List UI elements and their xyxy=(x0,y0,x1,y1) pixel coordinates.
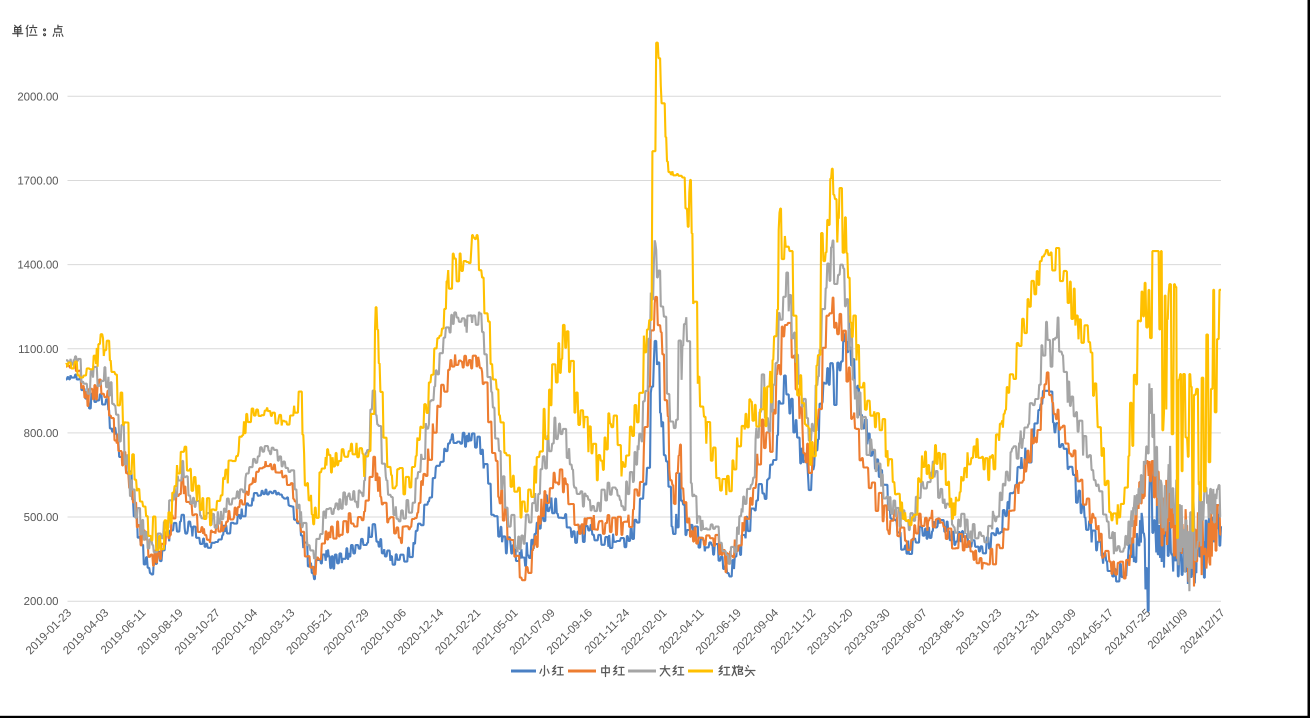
svg-text:500.00: 500.00 xyxy=(24,512,59,524)
svg-text:1400.00: 1400.00 xyxy=(17,260,58,272)
svg-text:800.00: 800.00 xyxy=(24,428,59,440)
svg-text:200.00: 200.00 xyxy=(24,596,59,608)
svg-text:1700.00: 1700.00 xyxy=(17,176,58,188)
svg-text:1100.00: 1100.00 xyxy=(18,344,58,356)
svg-text:2000.00: 2000.00 xyxy=(17,91,58,103)
